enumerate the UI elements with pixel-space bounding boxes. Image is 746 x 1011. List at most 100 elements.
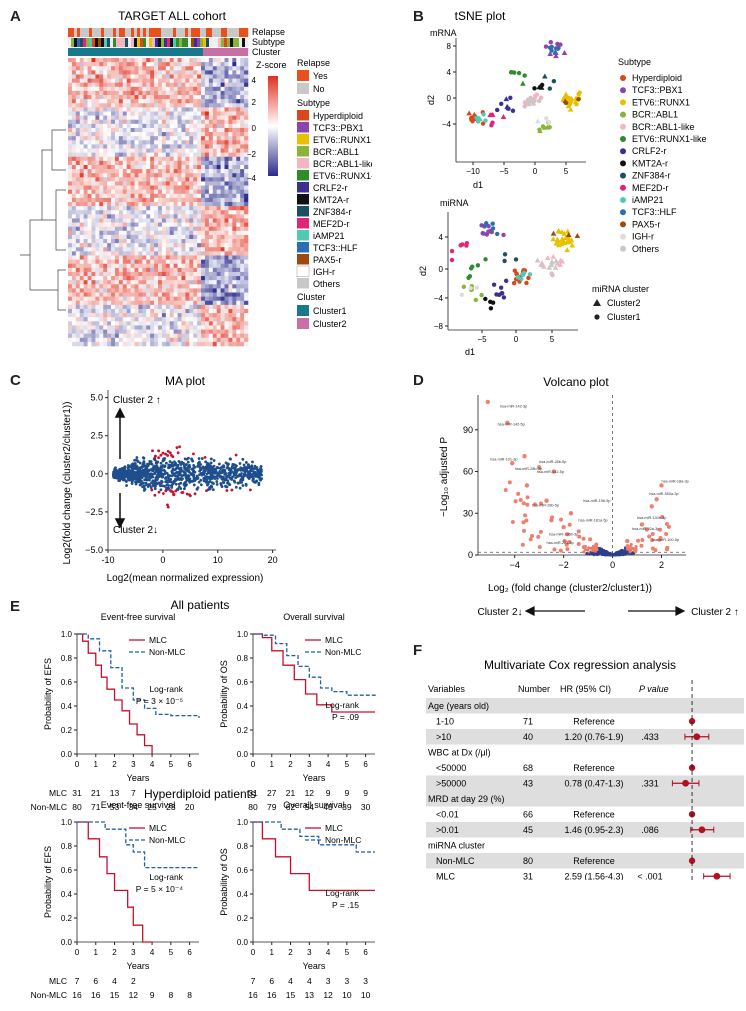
heatmap-cell [161, 148, 167, 153]
heatmap-cell [232, 243, 237, 248]
heatmap-cell [244, 267, 249, 273]
heatmap-cell [146, 95, 151, 100]
heatmap-cell [204, 292, 210, 297]
heatmap-cell [71, 82, 77, 88]
heatmap-cell [165, 325, 171, 330]
tsne-point [544, 255, 551, 261]
heatmap-cell [95, 127, 100, 133]
heatmap-cell [103, 193, 108, 199]
heatmap-cell [173, 239, 178, 244]
heatmap-cell [138, 239, 143, 244]
tsne-point [567, 106, 574, 112]
heatmap-cell [181, 169, 186, 174]
heatmap-cell [107, 86, 112, 92]
heatmap-cell [204, 284, 210, 289]
heatmap-cell [91, 78, 96, 83]
heatmap-cell [208, 177, 214, 182]
heatmap-cell [161, 276, 167, 281]
heatmap-cell [71, 276, 77, 281]
ma-point [178, 472, 181, 476]
heatmap-cell [228, 78, 233, 83]
heatmap-cell [68, 304, 73, 310]
heatmap-cell [75, 247, 81, 252]
heatmap-cell [197, 234, 202, 240]
heatmap-cell [154, 321, 159, 326]
heatmap-matrix [68, 58, 249, 347]
heatmap-cell [244, 234, 249, 240]
heatmap-cell [99, 243, 104, 248]
subtype-cell [164, 38, 168, 47]
ma-point [127, 464, 131, 468]
heatmap-cell [201, 78, 206, 83]
heatmap-cell [158, 177, 163, 182]
heatmap-cell [126, 313, 131, 318]
heatmap-cell [87, 148, 92, 153]
heatmap-cell [161, 292, 167, 297]
heatmap-cell [232, 263, 237, 269]
heatmap-cell [244, 230, 249, 236]
heatmap-cell [142, 210, 147, 215]
heatmap-cell [87, 181, 92, 186]
heatmap-cell [204, 74, 210, 79]
heatmap-cell [165, 82, 171, 88]
ma-point [234, 453, 238, 457]
ma-point [192, 452, 195, 456]
heatmap-cell [114, 296, 120, 302]
heatmap-cell [95, 333, 100, 339]
heatmap-cell [216, 173, 221, 178]
heatmap-cell [197, 58, 202, 63]
heatmap-cell [169, 284, 174, 289]
heatmap-cell [216, 115, 221, 121]
heatmap-cell [236, 214, 241, 219]
ma-point [127, 468, 130, 472]
heatmap-cell [71, 267, 77, 273]
heatmap-cell [169, 202, 174, 207]
heatmap-cell [228, 313, 233, 318]
heatmap-cell [142, 308, 147, 314]
heatmap-cell [165, 296, 171, 302]
heatmap-cell [212, 317, 217, 322]
heatmap-cell [201, 321, 206, 326]
heatmap-cell [91, 70, 96, 75]
heatmap-cell [150, 243, 155, 248]
heatmap-cell [118, 321, 124, 326]
heatmap-cell [83, 95, 88, 100]
heatmap-cell [216, 210, 221, 215]
heatmap-cell [197, 222, 202, 227]
ma-point [182, 470, 186, 474]
heatmap-cell [173, 107, 178, 112]
heatmap-cell [161, 144, 167, 149]
heatmap-cell [169, 234, 174, 240]
heatmap-cell [189, 193, 194, 199]
heatmap-cell [107, 95, 112, 100]
ma-point [222, 481, 226, 485]
heatmap-cell [91, 144, 96, 149]
heatmap-cell [138, 160, 143, 166]
heatmap-cell [185, 185, 190, 190]
relapse-cell [116, 28, 120, 37]
heatmap-cell [142, 280, 147, 285]
ma-point [150, 488, 154, 492]
volcano-title: Volcano plot [543, 375, 609, 389]
heatmap-cell [87, 58, 92, 63]
heatmap-cell [114, 313, 120, 318]
heatmap-cell [111, 280, 116, 285]
heatmap-cell [204, 99, 210, 104]
heatmap-cell [240, 70, 245, 75]
ma-point [139, 473, 143, 477]
heatmap-cell [95, 111, 100, 116]
heatmap-cell [91, 160, 96, 166]
heatmap-cell [130, 99, 135, 104]
heatmap-cell [68, 267, 73, 273]
cluster-cell [197, 48, 201, 56]
heatmap-cell [87, 271, 92, 277]
heatmap-cell [208, 86, 214, 92]
heatmap-cell [103, 62, 108, 67]
heatmap-cell [236, 95, 241, 100]
ma-point [242, 474, 246, 478]
heatmap-cell [71, 62, 77, 67]
heatmap-cell [79, 206, 84, 211]
heatmap-cell [114, 177, 120, 182]
heatmap-cell [201, 197, 206, 203]
heatmap-cell [220, 111, 225, 116]
